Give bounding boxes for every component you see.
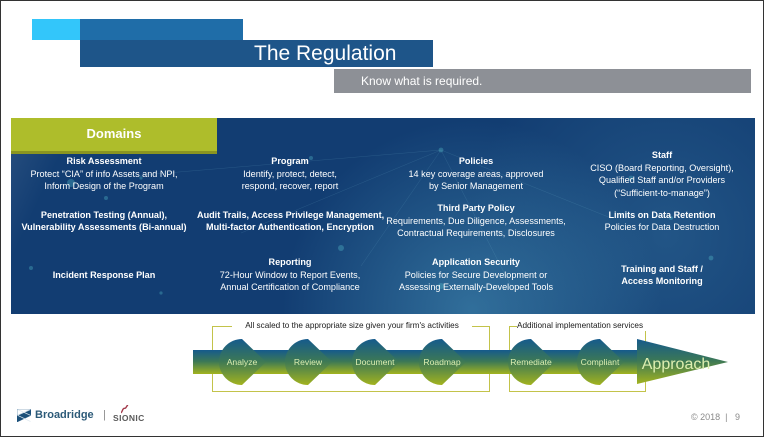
svg-text:Approach: Approach: [642, 356, 711, 373]
